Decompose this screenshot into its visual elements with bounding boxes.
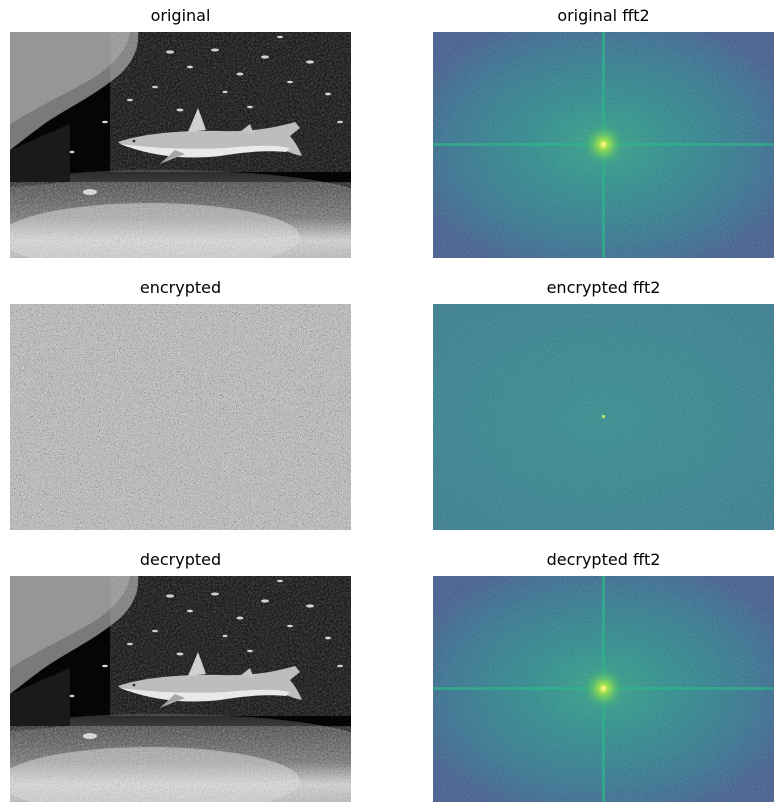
panel-title: original fft2 [557, 6, 650, 25]
panel-encrypted-fft2: encrypted fft2 [433, 278, 774, 530]
decrypted-fft2-image [433, 576, 774, 802]
encrypted-fft2-image [433, 304, 774, 530]
original-fft2-image [433, 32, 774, 258]
decrypted-image [10, 576, 351, 802]
panel-title: decrypted [139, 550, 222, 569]
panel-title: encrypted fft2 [546, 278, 661, 297]
panel-decrypted-fft2: decrypted fft2 [433, 550, 774, 802]
panel-title: original [150, 6, 211, 25]
panel-original: original [10, 6, 351, 258]
panel-decrypted: decrypted [10, 550, 351, 802]
panel-title: encrypted [139, 278, 222, 297]
encrypted-noise-image [10, 304, 351, 530]
original-image [10, 32, 351, 258]
panel-title: decrypted fft2 [546, 550, 661, 569]
panel-encrypted: encrypted [10, 278, 351, 530]
panel-original-fft2: original fft2 [433, 6, 774, 258]
